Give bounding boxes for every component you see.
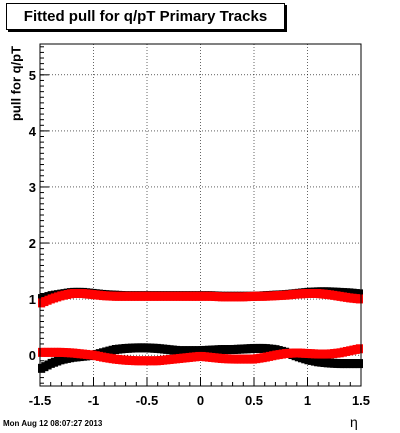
y-tick-label: 0 (29, 348, 36, 363)
axis-ticks (39, 46, 362, 386)
y-tick-label: 3 (29, 180, 36, 195)
x-tick-label: -1.5 (29, 393, 51, 408)
chart-title-box: Fitted pull for q/pT Primary Tracks (6, 3, 285, 30)
x-axis-label: η (350, 414, 358, 430)
x-tick-label: 0 (197, 393, 204, 408)
chart-title: Fitted pull for q/pT Primary Tracks (23, 8, 268, 25)
x-tick-label: -1 (88, 393, 100, 408)
y-tick-label: 4 (29, 124, 37, 139)
y-tick-label: 2 (29, 236, 36, 251)
y-axis-label: pull for q/pT (8, 45, 24, 122)
tick-labels: -1.5 -1 -0.5 0 0.5 1 1.5 0 1 2 3 4 5 (29, 68, 370, 408)
series-1 (38, 288, 363, 308)
y-tick-label: 5 (29, 68, 36, 83)
plot-frame (39, 43, 362, 387)
x-tick-label: 0.5 (245, 393, 263, 408)
x-tick-label: 1.5 (352, 393, 370, 408)
data-points (38, 287, 363, 373)
data-point (355, 344, 363, 354)
x-tick-label: -0.5 (136, 393, 158, 408)
data-point (355, 294, 363, 304)
x-tick-label: 1 (304, 393, 311, 408)
data-point (355, 359, 363, 369)
data-point (355, 289, 363, 299)
y-tick-label: 1 (29, 292, 36, 307)
series-3 (38, 344, 363, 366)
grid (39, 44, 362, 386)
timestamp: Mon Aug 12 08:07:27 2013 (3, 419, 103, 428)
